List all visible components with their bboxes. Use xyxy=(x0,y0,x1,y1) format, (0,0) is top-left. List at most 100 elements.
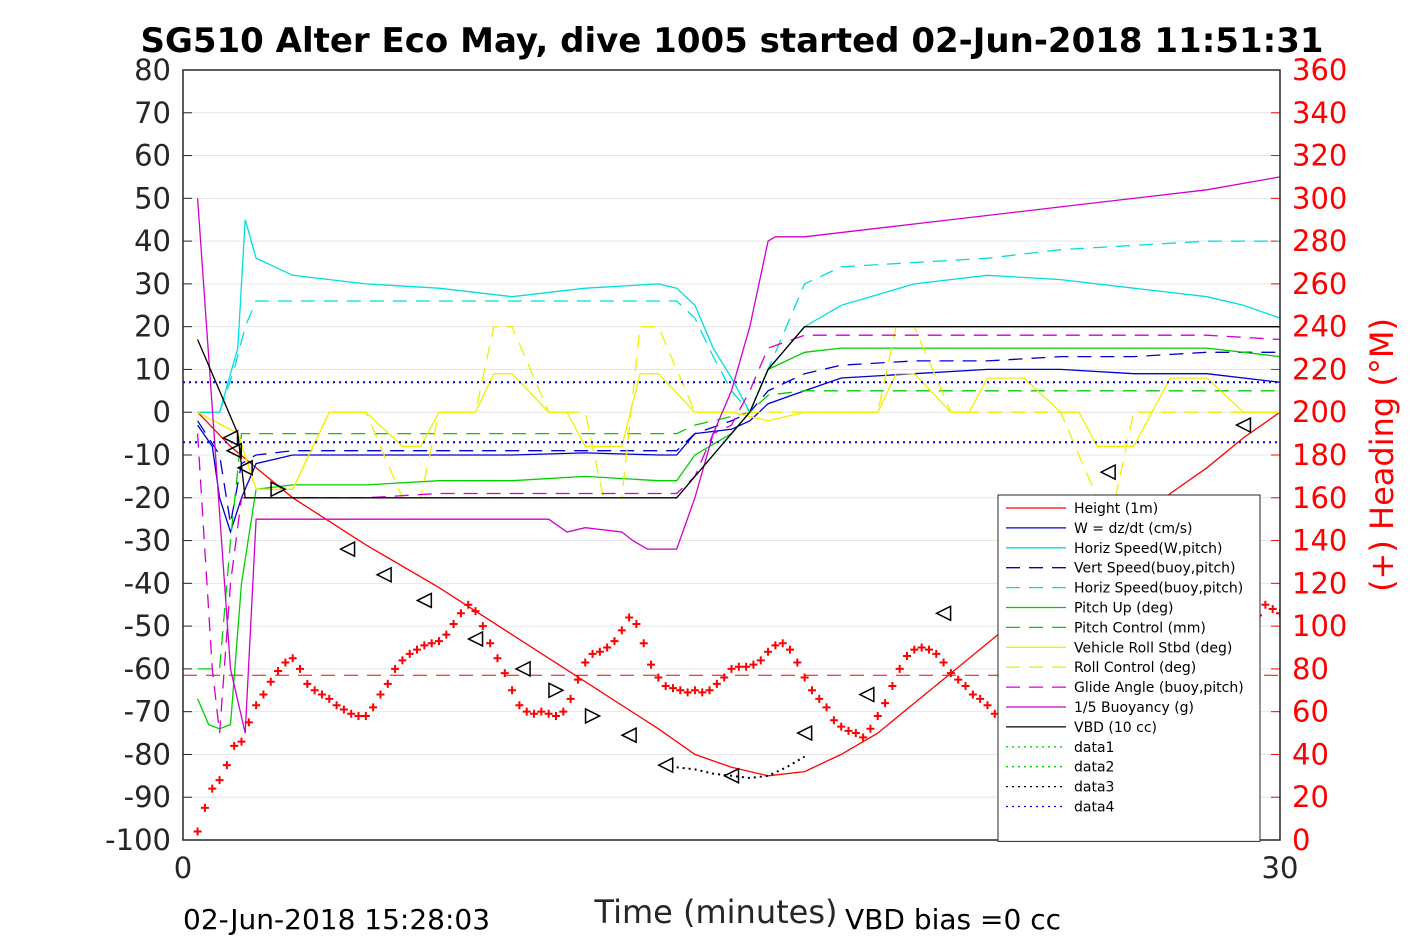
heading-marker xyxy=(829,716,838,725)
direction-marker xyxy=(620,726,637,744)
y-tick-label: 60 xyxy=(134,139,171,173)
heading-marker xyxy=(434,637,443,646)
heading-marker xyxy=(625,613,634,622)
heading-marker xyxy=(493,654,502,663)
heading-marker xyxy=(449,619,458,628)
legend-label: VBD (10 cc) xyxy=(1074,720,1157,736)
heading-marker xyxy=(581,658,590,667)
heading-marker xyxy=(237,737,246,746)
y2-tick-label: 240 xyxy=(1292,310,1347,344)
heading-marker xyxy=(778,639,787,648)
y-tick-label: -30 xyxy=(124,524,171,558)
y2-tick-label: 340 xyxy=(1292,96,1347,130)
heading-marker xyxy=(595,647,604,656)
y2-tick-label: 0 xyxy=(1292,823,1310,857)
plot-frame xyxy=(182,69,1281,841)
heading-marker xyxy=(712,679,721,688)
legend-label: Horiz Speed(buoy,pitch) xyxy=(1074,581,1243,597)
heading-marker xyxy=(588,649,597,658)
heading-marker xyxy=(288,654,297,663)
heading-marker xyxy=(866,724,875,733)
heading-marker xyxy=(208,784,217,793)
heading-marker xyxy=(274,667,283,676)
direction-marker xyxy=(338,540,356,558)
heading-marker xyxy=(954,675,963,684)
legend-label: 1/5 Buoyancy (g) xyxy=(1074,700,1194,716)
heading-marker xyxy=(727,664,736,673)
y2-tick-label: 100 xyxy=(1292,609,1347,643)
heading-marker xyxy=(800,673,809,682)
y2-tick-label: 40 xyxy=(1292,737,1329,771)
series-line-horiz-speed-buoy-pitch xyxy=(197,240,1280,414)
heading-marker xyxy=(734,662,743,671)
legend: Height (1m) W = dz/dt (cm/s) Horiz Speed(W… xyxy=(997,494,1261,842)
heading-marker xyxy=(559,707,568,716)
x-axis-label: Time (minutes) xyxy=(594,893,838,931)
heading-marker xyxy=(603,643,612,652)
direction-marker xyxy=(375,566,392,583)
heading-marker xyxy=(705,686,714,695)
series-line-vbd-10-cc xyxy=(197,326,1280,499)
y-tick-label: -40 xyxy=(124,566,171,600)
heading-marker xyxy=(888,682,897,690)
chart-title: SG510 Alter Eco May, dive 1005 started 0… xyxy=(140,21,1323,61)
legend-label: Horiz Speed(W,pitch) xyxy=(1074,541,1222,557)
y-tick-label: 40 xyxy=(134,224,171,258)
legend-box xyxy=(997,494,1261,842)
heading-marker xyxy=(442,630,451,639)
heading-marker xyxy=(317,690,326,699)
heading-marker xyxy=(281,658,290,667)
heading-marker xyxy=(610,637,619,646)
y-tick-label: 10 xyxy=(134,352,171,386)
x-tick-label: 30 xyxy=(1262,851,1299,885)
direction-marker xyxy=(514,660,531,678)
heading-marker xyxy=(683,688,692,697)
heading-marker xyxy=(413,645,422,654)
heading-marker xyxy=(639,639,648,648)
heading-marker xyxy=(895,664,904,673)
heading-marker xyxy=(968,690,977,699)
heading-marker xyxy=(398,656,407,665)
heading-marker xyxy=(851,729,860,738)
y-tick-label: -10 xyxy=(124,438,171,472)
heading-marker xyxy=(742,662,751,671)
y2-tick-label: 320 xyxy=(1292,139,1347,173)
series-line-pitch-control-mm xyxy=(197,390,1280,670)
heading-marker xyxy=(544,709,553,718)
heading-marker xyxy=(252,701,261,710)
series-line-vert-speed-buoy-pitch xyxy=(197,351,1280,524)
heading-marker xyxy=(339,705,348,714)
y2-tick-label: 120 xyxy=(1292,566,1347,600)
y-tick-label: 20 xyxy=(134,310,171,344)
heading-marker xyxy=(698,688,707,697)
y2-tick-label: 180 xyxy=(1292,438,1347,472)
heading-marker xyxy=(873,711,882,720)
heading-marker xyxy=(266,677,275,686)
heading-marker xyxy=(427,639,436,648)
heading-marker xyxy=(617,626,626,635)
heading-marker xyxy=(756,656,765,665)
x-tick-label: 0 xyxy=(174,851,192,885)
heading-marker xyxy=(1261,600,1270,609)
heading-marker xyxy=(654,673,663,682)
heading-marker xyxy=(990,709,999,718)
legend-label: W = dz/dt (cm/s) xyxy=(1074,521,1193,537)
y-tick-label: -80 xyxy=(124,737,171,771)
legend-label: Pitch Up (deg) xyxy=(1074,601,1173,617)
heading-marker xyxy=(369,703,378,712)
y-tick-label: -50 xyxy=(124,609,171,643)
heading-marker xyxy=(383,679,392,688)
y-tick-label: 50 xyxy=(134,181,171,215)
heading-marker xyxy=(354,711,363,720)
heading-marker xyxy=(420,641,429,650)
direction-marker xyxy=(584,707,602,725)
heading-marker xyxy=(661,682,670,690)
legend-label: Height (1m) xyxy=(1074,501,1158,517)
heading-marker xyxy=(976,694,985,703)
y-tick-label: 30 xyxy=(134,267,171,301)
heading-marker xyxy=(566,694,575,703)
heading-marker xyxy=(361,711,370,720)
heading-marker xyxy=(822,703,831,712)
heading-marker xyxy=(551,711,560,720)
